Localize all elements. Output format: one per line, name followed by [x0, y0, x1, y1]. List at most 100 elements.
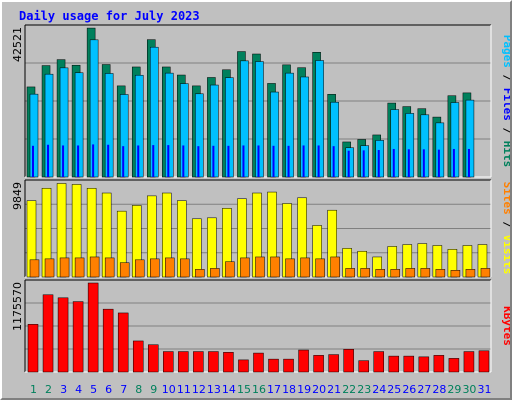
x-tick-label-day-5: 5 — [90, 383, 97, 396]
bar-files-day-22 — [347, 150, 350, 177]
bar-kbytes-day-10 — [163, 351, 174, 373]
x-tick-label-day-13: 13 — [207, 383, 221, 396]
x-tick-label-day-27: 27 — [417, 383, 431, 396]
panel-hits-max-label: 42521 — [11, 27, 24, 62]
bar-files-day-2 — [47, 144, 50, 177]
bar-kbytes-day-17 — [268, 358, 279, 373]
panel-visits-max-label: 9849 — [11, 182, 24, 210]
bar-files-day-29 — [452, 148, 455, 177]
bar-kbytes-day-21 — [328, 354, 339, 373]
bar-sites-day-27 — [420, 268, 431, 278]
x-tick-label-day-30: 30 — [462, 383, 476, 396]
bar-kbytes-day-24 — [373, 351, 384, 373]
bar-kbytes-day-22 — [343, 349, 354, 373]
bar-kbytes-day-13 — [208, 351, 219, 373]
bar-kbytes-day-16 — [253, 352, 264, 373]
x-tick-label-day-31: 31 — [477, 383, 491, 396]
bar-kbytes-day-4 — [72, 301, 84, 373]
chart-title: Daily usage for July 2023 — [19, 9, 200, 23]
bar-kbytes-day-7 — [117, 312, 129, 373]
bar-files-day-13 — [212, 145, 215, 177]
x-tick-label-day-15: 15 — [237, 383, 251, 396]
bar-sites-day-3 — [59, 257, 70, 278]
bar-files-day-24 — [377, 150, 380, 177]
x-tick-label-day-28: 28 — [432, 383, 446, 396]
bar-kbytes-day-28 — [433, 355, 445, 373]
legend-entry: Pages — [501, 35, 510, 68]
bar-sites-day-22 — [345, 268, 355, 278]
bar-sites-day-17 — [270, 256, 280, 278]
bar-sites-day-24 — [375, 269, 385, 278]
bar-sites-day-12 — [195, 269, 205, 278]
bar-kbytes-day-5 — [87, 282, 99, 373]
bar-visits-day-13 — [207, 217, 217, 278]
bar-files-day-10 — [167, 145, 170, 177]
x-tick-label-day-17: 17 — [267, 383, 281, 396]
bar-sites-day-20 — [315, 258, 325, 278]
legend-entry: / — [501, 68, 510, 88]
bar-files-day-25 — [392, 148, 395, 177]
bar-sites-day-8 — [134, 259, 145, 278]
bar-files-day-19 — [302, 145, 305, 177]
bar-sites-day-4 — [74, 257, 85, 278]
bar-sites-day-28 — [435, 269, 446, 278]
x-tick-label-day-26: 26 — [402, 383, 416, 396]
bar-files-day-23 — [362, 150, 365, 177]
bar-files-day-16 — [257, 145, 260, 177]
bar-sites-day-13 — [210, 268, 220, 278]
bar-sites-day-30 — [465, 269, 476, 278]
bar-sites-day-26 — [405, 268, 416, 278]
bar-sites-day-14 — [225, 261, 235, 278]
bar-kbytes-day-30 — [463, 351, 475, 373]
x-tick-label-day-16: 16 — [252, 383, 266, 396]
x-tick-label-day-2: 2 — [45, 383, 52, 396]
bar-sites-day-23 — [360, 268, 370, 278]
x-tick-label-day-1: 1 — [30, 383, 37, 396]
bar-sites-day-31 — [480, 268, 491, 278]
bar-sites-day-2 — [44, 258, 55, 278]
bar-kbytes-day-1 — [27, 324, 39, 373]
bar-kbytes-day-6 — [102, 308, 114, 373]
x-tick-label-day-8: 8 — [135, 383, 142, 396]
x-tick-label-day-19: 19 — [297, 383, 311, 396]
bar-kbytes-day-2 — [42, 294, 54, 373]
bar-sites-day-16 — [255, 256, 265, 278]
x-tick-label-day-9: 9 — [150, 383, 157, 396]
bar-kbytes-day-19 — [298, 349, 309, 373]
panel-hits-legend: Pages / Files / Hits — [501, 35, 510, 168]
bar-files-day-3 — [62, 145, 65, 177]
bar-sites-day-21 — [330, 256, 340, 278]
bar-sites-day-5 — [89, 256, 100, 278]
legend-entry: KBytes — [501, 306, 510, 346]
x-tick-label-day-20: 20 — [312, 383, 326, 396]
bar-kbytes-day-11 — [178, 351, 189, 373]
bar-files-day-6 — [107, 144, 110, 177]
bar-files-day-30 — [467, 148, 470, 177]
bar-files-day-28 — [437, 149, 440, 177]
bar-kbytes-day-9 — [148, 344, 159, 373]
bar-files-day-14 — [227, 145, 230, 177]
x-tick-label-day-3: 3 — [60, 383, 67, 396]
x-tick-label-day-23: 23 — [357, 383, 371, 396]
legend-entry: / — [501, 121, 510, 141]
bar-kbytes-day-27 — [418, 356, 430, 373]
bar-kbytes-day-23 — [358, 360, 369, 373]
legend-entry: Files — [501, 88, 510, 121]
legend-entry: Hits — [501, 141, 510, 168]
bar-kbytes-day-26 — [403, 355, 415, 373]
bar-kbytes-day-12 — [193, 351, 204, 373]
bar-kbytes-day-20 — [313, 355, 324, 373]
bar-sites-day-29 — [450, 270, 461, 278]
bar-kbytes-day-8 — [132, 340, 144, 373]
legend-entry: / — [501, 215, 510, 235]
bar-files-day-7 — [122, 146, 125, 177]
x-tick-label-day-22: 22 — [342, 383, 356, 396]
x-tick-label-day-12: 12 — [192, 383, 206, 396]
bar-kbytes-day-3 — [57, 297, 69, 373]
legend-entry: Sites — [501, 182, 510, 215]
bar-files-day-27 — [422, 149, 425, 177]
bar-sites-day-10 — [165, 257, 175, 278]
bar-kbytes-day-29 — [448, 358, 460, 373]
bar-kbytes-day-15 — [238, 359, 249, 373]
panel-kbytes-max-label: 1175570 — [11, 282, 24, 331]
